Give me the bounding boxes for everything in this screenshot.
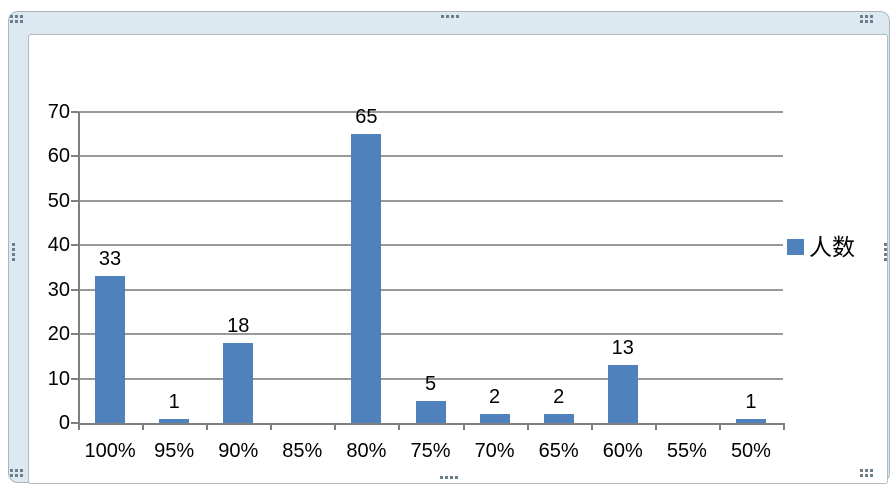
resize-handle-bottom-right[interactable] [860,469,873,477]
bar-95%[interactable] [159,418,190,423]
x-axis-category-label: 90% [218,440,259,462]
y-axis-tick-label: 10 [47,367,70,390]
y-axis-tick [71,377,78,380]
x-axis-tick [78,423,80,430]
resize-handle-top-middle[interactable] [441,15,459,18]
resize-handle-right-middle[interactable] [884,243,887,261]
x-axis-tick [590,423,593,430]
data-label: 2 [553,386,565,409]
resize-handle-top-left[interactable] [10,15,23,23]
bar-50%[interactable] [735,418,766,423]
bar-70%[interactable] [479,414,510,423]
x-axis-category-label: 75% [410,440,451,462]
data-label: 33 [98,248,122,271]
resize-handle-bottom-left[interactable] [10,469,23,477]
x-axis-category-label: 50% [730,440,771,462]
x-axis-category-label: 95% [154,440,195,462]
gridline [78,288,783,291]
data-label: 1 [168,390,180,413]
x-axis-category-label: 55% [666,440,707,462]
y-axis-tick-label: 70 [47,101,70,123]
x-axis-category-label: 85% [282,440,323,462]
resize-handle-top-right[interactable] [860,15,873,23]
resize-handle-bottom-middle[interactable] [440,476,458,479]
x-axis-category-label: 65% [538,440,579,462]
gridline [78,199,783,202]
data-label: 1 [745,390,757,413]
y-axis-tick-label: 40 [47,234,70,257]
x-axis-tick [334,423,337,430]
y-axis-tick [71,244,78,247]
legend[interactable]: 人数 [787,234,855,260]
x-axis-tick [654,423,657,430]
y-axis-tick [71,422,78,424]
resize-handle-left-middle[interactable] [12,243,15,261]
x-axis-category-label: 100% [84,440,136,462]
y-axis-tick-label: 0 [58,412,70,434]
y-axis-tick-label: 30 [47,278,70,301]
gridline [78,244,783,247]
gridline [78,377,783,380]
legend-label: 人数 [809,234,855,260]
gridline [78,155,783,158]
bar-80%[interactable] [351,134,382,423]
y-axis-tick-label: 60 [47,145,70,168]
x-axis-category-label: 60% [602,440,643,462]
y-axis-tick [71,155,78,158]
y-axis-tick-label: 20 [47,323,70,346]
data-label: 13 [611,337,634,360]
y-axis-tick [71,111,78,113]
x-axis-line [78,423,785,425]
x-axis-tick [783,423,785,430]
x-axis-tick [142,423,145,430]
y-axis-tick [71,199,78,202]
gridline [78,333,783,336]
bar-60%[interactable] [607,365,638,423]
bar-75%[interactable] [415,400,446,423]
chart-selection-frame[interactable] [8,11,890,484]
x-axis-tick [718,423,721,430]
x-axis-tick [526,423,529,430]
x-axis-category-label: 80% [346,440,387,462]
x-axis-tick [398,423,401,430]
bar-65%[interactable] [543,414,574,423]
gridline [78,111,783,113]
legend-marker-icon [787,239,804,255]
data-label: 18 [227,315,250,338]
y-axis-tick [71,288,78,291]
chart-area[interactable] [28,34,888,484]
data-label: 2 [489,386,501,409]
bar-100%[interactable] [95,276,126,423]
x-axis-tick [206,423,209,430]
y-axis-tick [71,333,78,336]
x-axis-tick [270,423,273,430]
x-axis-tick [462,423,465,430]
y-axis-tick-label: 50 [47,189,70,212]
bar-90%[interactable] [223,343,254,423]
x-axis-category-label: 70% [474,440,515,462]
data-label: 65 [355,106,378,129]
y-axis-line [78,112,80,425]
data-label: 5 [424,372,437,395]
